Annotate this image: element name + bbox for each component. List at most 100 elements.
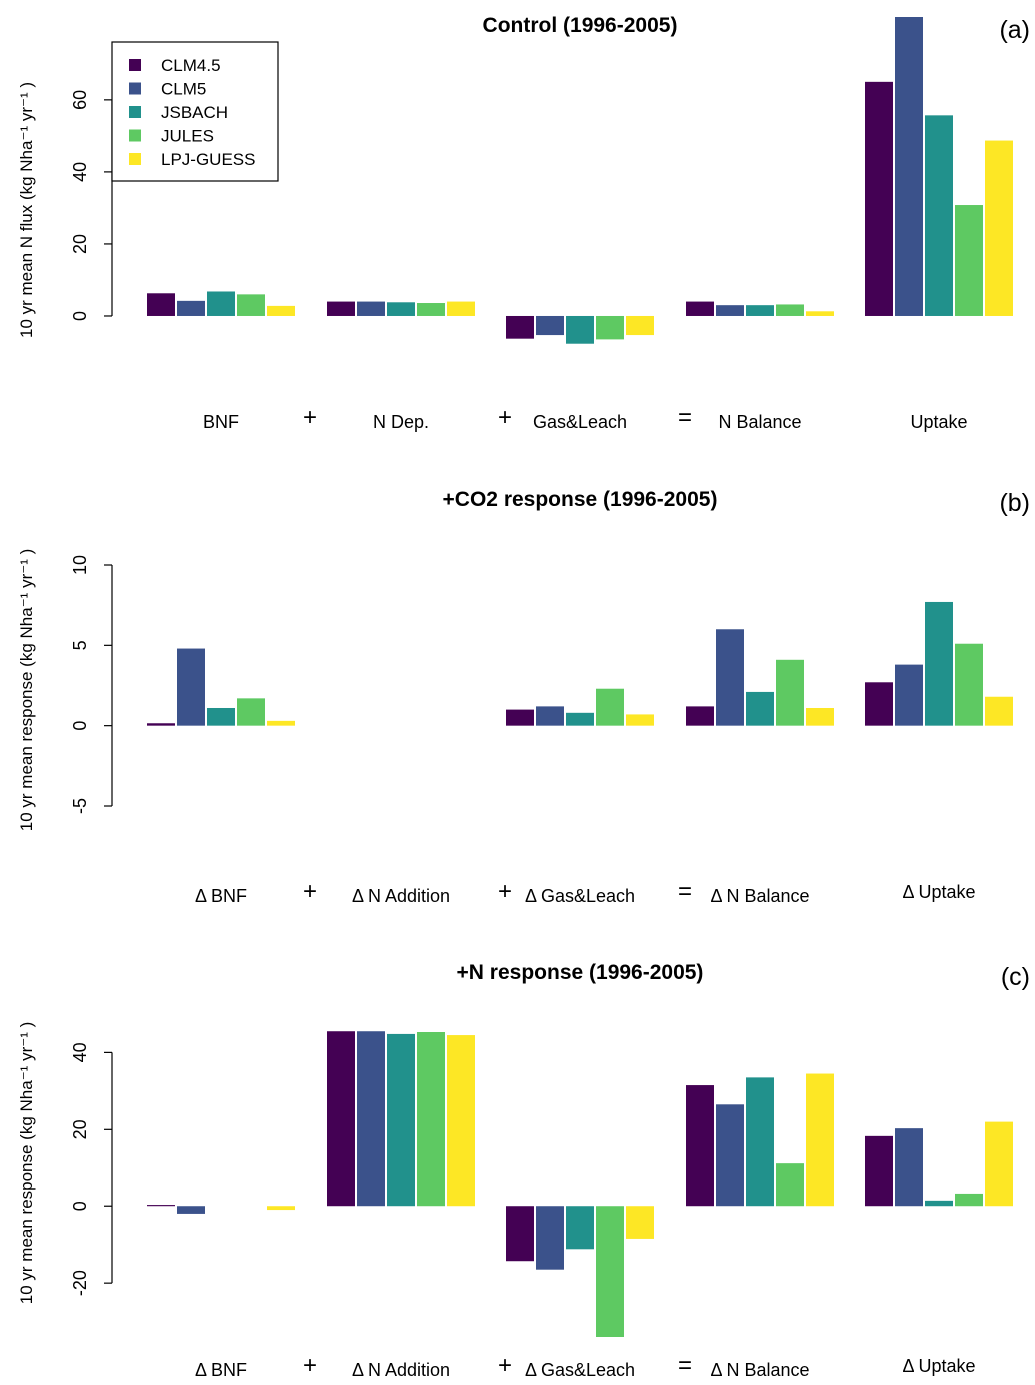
bar (387, 1033, 415, 1207)
bar (806, 1073, 834, 1207)
bar (267, 720, 295, 726)
y-tick-label: 0 (70, 1201, 90, 1211)
legend: CLM4.5 CLM5 JSBACH JULES LPJ-GUESS (111, 41, 279, 182)
bar (626, 714, 654, 726)
bar (237, 698, 265, 726)
bar (686, 301, 714, 316)
panel-title: Control (1996-2005) (483, 14, 678, 37)
category-label: Δ Uptake (902, 1356, 975, 1376)
bar (955, 643, 983, 726)
category-label: Δ N Addition (352, 886, 450, 906)
bar (895, 17, 923, 316)
bar (566, 315, 594, 344)
operator-symbol: = (678, 1352, 692, 1379)
category-label: BNF (203, 412, 239, 432)
bar (447, 1035, 475, 1207)
bar (207, 707, 235, 726)
legend-label: JSBACH (161, 103, 228, 122)
panel-control: Control (1996-2005) (a) 10 yr mean N flux … (17, 14, 1030, 432)
panel-tag: (b) (999, 489, 1030, 517)
category-label: N Balance (718, 412, 801, 432)
bar (985, 696, 1013, 726)
operator-symbol: + (303, 404, 317, 431)
bar (147, 293, 175, 316)
panel-tag: (c) (1001, 963, 1030, 991)
bar (596, 688, 624, 726)
bar (147, 1205, 175, 1207)
y-tick-label: 40 (70, 162, 90, 182)
legend-label: CLM4.5 (161, 56, 221, 75)
bar (686, 706, 714, 726)
bar (566, 1206, 594, 1250)
category-label: Δ Gas&Leach (525, 886, 635, 906)
bar (327, 1031, 355, 1207)
panel-co2-response: +CO2 response (1996-2005) (b) 10 yr mean r… (17, 488, 1030, 906)
bar (686, 1085, 714, 1207)
bar (716, 629, 744, 726)
bar (895, 664, 923, 726)
category-label: Δ BNF (195, 886, 247, 906)
bar (776, 1163, 804, 1207)
bar (536, 315, 564, 336)
bar (327, 301, 355, 316)
bar (177, 648, 205, 726)
category-label: Δ N Balance (710, 886, 809, 906)
bar (746, 305, 774, 316)
bar (895, 1128, 923, 1207)
bar (147, 723, 175, 726)
operator-symbol: + (303, 878, 317, 905)
panel-n-response: +N response (1996-2005) (c) 10 yr mean res… (17, 961, 1030, 1380)
operator-symbol: + (303, 1352, 317, 1379)
bar (806, 311, 834, 316)
bar (985, 140, 1013, 316)
operator-symbol: + (498, 404, 512, 431)
bar (925, 115, 953, 316)
bar (357, 301, 385, 316)
bar (506, 709, 534, 726)
bar (865, 682, 893, 726)
y-axis-label: 10 yr mean N flux (kg Nha⁻¹ yr⁻¹ ) (17, 82, 36, 338)
bar (716, 305, 744, 316)
legend-swatch (129, 153, 141, 165)
bar (566, 712, 594, 726)
bar (985, 1121, 1013, 1207)
y-tick-label: -20 (70, 1270, 90, 1296)
category-label: Gas&Leach (533, 412, 627, 432)
bar (536, 706, 564, 726)
legend-swatch (129, 82, 141, 95)
bar (237, 294, 265, 316)
bar (177, 1206, 205, 1214)
legend-label: LPJ-GUESS (161, 150, 255, 169)
bar (865, 81, 893, 316)
category-label: N Dep. (373, 412, 429, 432)
category-label: Δ Gas&Leach (525, 1360, 635, 1380)
bar (955, 205, 983, 316)
legend-label: CLM5 (161, 80, 206, 99)
bar (506, 315, 534, 339)
bar (955, 1193, 983, 1207)
y-tick-label: 20 (70, 234, 90, 254)
operator-symbol: + (498, 1352, 512, 1379)
bar (387, 302, 415, 316)
bar (925, 1200, 953, 1207)
y-tick-label: 0 (70, 721, 90, 731)
bar (536, 1206, 564, 1270)
operator-symbol: = (678, 404, 692, 431)
operator-symbol: + (498, 878, 512, 905)
bar (806, 707, 834, 726)
bar (746, 691, 774, 726)
bar (177, 300, 205, 316)
bar (417, 303, 445, 316)
bar (447, 301, 475, 316)
operator-symbol: = (678, 878, 692, 905)
bar (417, 1032, 445, 1207)
bar (267, 1206, 295, 1211)
y-tick-label: 0 (70, 311, 90, 321)
bar (267, 305, 295, 316)
category-label: Δ N Balance (710, 1360, 809, 1380)
y-tick-label: 60 (70, 90, 90, 110)
bar (746, 1077, 774, 1207)
bar (925, 601, 953, 726)
